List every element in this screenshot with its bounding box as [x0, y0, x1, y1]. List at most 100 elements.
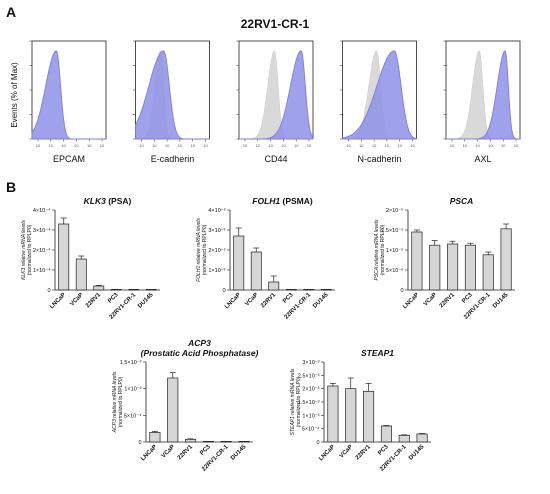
panel-b-letter: B — [6, 179, 16, 195]
chart-ytick-label: 5×10⁻⁴ — [302, 426, 320, 433]
flow-sample-curve — [135, 50, 210, 140]
chart-ytick-label: 5×10⁻⁶ — [386, 267, 404, 274]
chart-ytick-label: 3×10⁻³ — [208, 228, 225, 234]
bar — [320, 289, 332, 291]
chart-ytick-label: 3×10⁻⁴ — [33, 227, 51, 234]
category-label: VCaP — [161, 444, 176, 459]
chart-ytick-label: 2×10⁻⁴ — [33, 247, 51, 254]
flow-marker-label: CD44 — [264, 154, 287, 164]
bar — [380, 425, 392, 443]
chart-ytick-label: 1×10⁻³ — [124, 387, 141, 393]
category-label: LNCaP — [402, 292, 420, 310]
flow-histogram-epcam: 10 10 10 10 10 10 EPCAM — [29, 40, 107, 164]
bar — [303, 289, 315, 291]
chart-title-gene: STEAP1 — [361, 348, 394, 358]
flow-histogram-n-cadherin: 10 10 10 10 10 10 N-cadherin — [340, 40, 417, 164]
flow-histogram-cd44: 10 10 10 10 10 10 CD44 — [236, 40, 314, 164]
chart-y-axis-label-2: (normalized to RPLP0) — [296, 376, 302, 427]
flow-xtick-label: 10 — [190, 143, 195, 148]
chart-ytick-label: 1×10⁻⁴ — [33, 267, 51, 274]
chart-title: STEAP1 — [361, 348, 394, 358]
chart-ytick-label: 5×10⁻⁴ — [124, 412, 142, 419]
bar — [202, 441, 214, 443]
bar — [167, 377, 179, 443]
bar — [398, 434, 410, 443]
flow-xtick-label: 10 — [359, 143, 364, 148]
chart-y-axis-label: STEAP1 relative mRNA levels — [290, 368, 296, 435]
category-label: PC3 — [107, 292, 120, 305]
chart-ytick-label: 2.5×10⁻³ — [298, 373, 320, 379]
category-label: PC3 — [377, 444, 390, 457]
chart-ytick-label: 1×10⁻³ — [208, 268, 225, 274]
flow-xtick-label: 10 — [152, 143, 157, 148]
chart-ytick-label: 4×10⁻⁴ — [33, 207, 51, 214]
chart-title: KLK3 (PSA) — [84, 196, 132, 206]
category-label: 22RV1 — [355, 444, 373, 462]
category-label: PC3 — [461, 292, 474, 305]
bar — [464, 244, 476, 291]
category-label: VCaP — [423, 292, 438, 307]
chart-ytick-label: 1×10⁻³ — [302, 413, 319, 419]
flow-xtick-label: 10 — [268, 143, 273, 148]
flow-xtick-label: 10 — [74, 143, 79, 148]
chart-ytick-label: 0 — [138, 440, 141, 446]
flow-xtick-label: 10 — [139, 143, 144, 148]
chart-y-axis-label: FOLH1 relative mRNA levels — [196, 218, 202, 282]
flow-xtick-label: 10 — [514, 143, 519, 148]
chart-subtitle: (Prostatic Acid Phosphatase) — [141, 348, 259, 358]
bar — [128, 289, 140, 291]
flow-xtick-label: 10 — [475, 143, 480, 148]
chart-ytick-label: 2×10⁻³ — [302, 387, 319, 393]
flow-xtick-label: 10 — [61, 143, 66, 148]
chart-title: ACP3 — [187, 338, 211, 348]
bar — [145, 289, 157, 291]
category-label: 22RV1 — [260, 292, 278, 310]
chart-title: FOLH1 (PSMA) — [252, 196, 313, 206]
flow-xtick-label: 10 — [87, 143, 92, 148]
chart-ytick-label: 0 — [400, 288, 403, 294]
bar — [500, 228, 512, 291]
chart-title-gene: PSCA — [450, 196, 474, 206]
chart-ytick-label: 1.5×10⁻³ — [120, 360, 142, 366]
chart-ytick-label: 0 — [47, 288, 50, 294]
panel-a-letter: A — [6, 4, 16, 20]
bar — [220, 441, 232, 443]
chart-title-gene: KLK3 — [84, 196, 106, 206]
flow-xtick-label: 10 — [256, 143, 261, 148]
chart-y-axis-label: PSCA relative mRNA levels — [374, 219, 380, 281]
flow-xtick-label: 10 — [165, 143, 170, 148]
bar — [58, 223, 70, 291]
flow-marker-label: AXL — [474, 154, 491, 164]
category-label: PC3 — [282, 292, 295, 305]
flow-sample-curve — [239, 50, 314, 140]
flow-histogram-e-cadherin: 10 10 10 10 10 10 E-cadherin — [133, 40, 210, 164]
chart-ytick-label: 0 — [222, 288, 225, 294]
bar — [429, 244, 441, 291]
flow-xtick-label: 10 — [410, 143, 415, 148]
category-label: LNCaP — [49, 292, 67, 310]
bar — [416, 433, 428, 443]
bar-chart-klk3: KLK3 (PSA) KLK3 relative mRNA levels (norm… — [21, 196, 160, 321]
chart-ytick-label: 1×10⁻⁵ — [386, 247, 404, 254]
flow-xtick-label: 10 — [450, 143, 455, 148]
flow-xtick-label: 10 — [294, 143, 299, 148]
chart-y-axis-label: ACP3 relative mRNA levels — [112, 371, 118, 433]
bar-chart-folh1: FOLH1 (PSMA) FOLH1 relative mRNA levels (n… — [196, 196, 335, 321]
flow-sample-curve — [446, 50, 520, 140]
bar-chart-steap1: STEAP1 STEAP1 relative mRNA levels (normal… — [290, 348, 431, 473]
flow-marker-label: N-cadherin — [357, 154, 401, 164]
chart-ytick-label: 3×10⁻³ — [302, 360, 319, 366]
bar — [238, 441, 250, 443]
flow-histogram-axl: 10 10 10 10 10 10 AXL — [443, 40, 521, 164]
bar — [149, 432, 161, 443]
category-label: DU145 — [230, 444, 248, 462]
flow-xtick-label: 10 — [488, 143, 493, 148]
bar — [185, 438, 197, 443]
category-label: 22RV1 — [439, 292, 457, 310]
flow-marker-label: E-cadherin — [151, 154, 195, 164]
chart-y-axis-label-2: (normalized to RPLP0) — [380, 224, 386, 275]
bar — [411, 231, 423, 291]
category-label: LNCaP — [140, 444, 158, 462]
